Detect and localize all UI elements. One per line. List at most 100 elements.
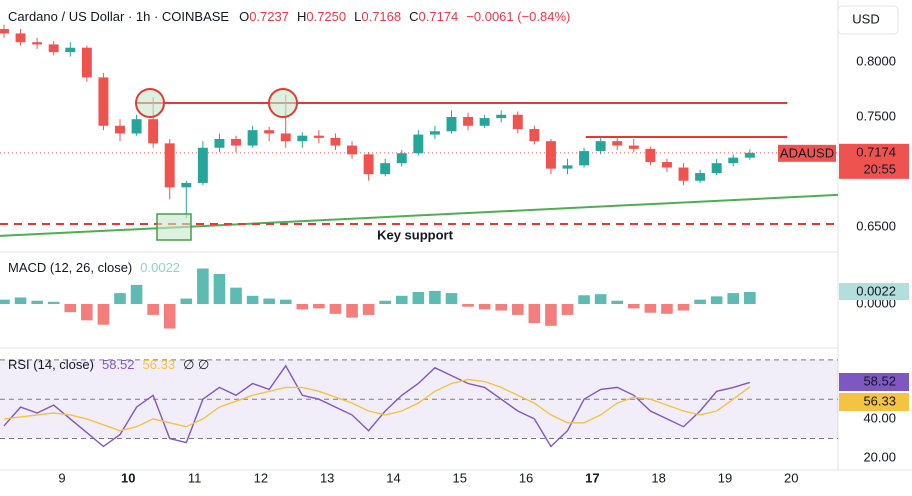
price-label: 0.7174 [856, 144, 896, 159]
x-tick-label: 19 [718, 470, 732, 485]
value-label: 58.52 [863, 373, 896, 388]
x-tick-label: 15 [453, 470, 467, 485]
histogram-bar [395, 295, 408, 304]
highlight-circle [268, 88, 298, 118]
candle-body [264, 130, 275, 134]
symbol: Cardano / US Dollar · 1h · COINBASE [8, 9, 229, 24]
candle-body [280, 133, 291, 142]
candle-body [65, 47, 76, 53]
histogram-bar [744, 292, 756, 304]
histogram-bar [197, 268, 209, 304]
ticker: ADAUSD [780, 145, 834, 160]
histogram-bar [462, 304, 474, 307]
x-tick-label: 17 [585, 470, 599, 485]
candle-body [32, 42, 43, 45]
candle-body [0, 29, 9, 34]
title: RSI (14, close) [8, 357, 94, 372]
histogram-bar [246, 295, 259, 304]
candle-body [728, 157, 739, 164]
current-value: 56.33 [143, 357, 176, 372]
candle-body [413, 134, 424, 154]
candle-body [347, 145, 358, 155]
x-tick-label: 20 [784, 470, 798, 485]
candle-body [197, 147, 208, 183]
histogram-bar [677, 304, 690, 311]
histogram-bar [710, 296, 723, 304]
change: −0.0061 (−0.84%) [466, 9, 570, 24]
histogram-bar [14, 297, 27, 304]
candle-body [81, 47, 92, 78]
histogram-bar [329, 304, 342, 314]
histogram-bar [561, 304, 574, 315]
y-tick-label: 20.00 [863, 450, 896, 465]
histogram-bar [163, 304, 176, 329]
candle-body [330, 137, 341, 146]
ohlc-label: C [409, 9, 418, 24]
currency-button[interactable] [837, 5, 899, 35]
candle-body [115, 125, 125, 134]
rsi-line [3, 364, 751, 448]
histogram-bar [279, 299, 292, 304]
histogram-bar [644, 304, 657, 313]
countdown: 20:55 [863, 161, 896, 176]
ticker-box [778, 144, 836, 162]
x-tick-label: 9 [58, 470, 65, 485]
x-tick-label: 18 [651, 470, 665, 485]
candle-body [98, 77, 109, 126]
ohlc-label: H [297, 9, 306, 24]
candle-body [164, 143, 175, 188]
histogram-bar [429, 290, 441, 304]
candle-body [595, 141, 606, 152]
candle-body [529, 129, 540, 142]
candle-body [313, 135, 324, 138]
ohlc-value: 0.7237 [249, 9, 289, 24]
value-box [839, 393, 909, 411]
histogram-bar [445, 293, 458, 304]
candle-body [512, 114, 523, 130]
histogram-bar [213, 274, 226, 304]
histogram-bar [727, 293, 740, 304]
candle-body [231, 138, 241, 146]
highlight-circle [135, 88, 165, 118]
candle-body [463, 116, 474, 126]
value-label: 0.0022 [856, 283, 896, 298]
ohlc-value: 0.7174 [419, 9, 459, 24]
currency[interactable]: USD [852, 11, 879, 26]
histogram-bar [313, 304, 325, 309]
ohlc-value: 0.7250 [306, 9, 346, 24]
annotation: Key support [377, 227, 454, 242]
candle-body [429, 131, 440, 135]
ohlc-label: O [239, 9, 249, 24]
y-tick-label: 40.00 [863, 410, 896, 425]
candle-body [297, 135, 308, 142]
header: Cardano / US Dollar · 1h · COINBASE O0.72… [8, 9, 570, 24]
candle-body [48, 44, 59, 53]
marks: 0.8000 0.7500 0.6500 Cardano / US Dollar · … [0, 9, 909, 485]
candle-body [446, 116, 457, 132]
value-label: 56.33 [863, 393, 896, 408]
candle-body [695, 173, 706, 181]
candle-body [380, 163, 391, 175]
histogram-bar [296, 304, 309, 310]
x-tick-label: 14 [386, 470, 400, 485]
histogram-bar [412, 292, 425, 304]
y-tick-label: 0.7500 [856, 108, 896, 123]
histogram-bar [31, 300, 43, 304]
histogram-bar [263, 298, 275, 304]
histogram-bar [230, 287, 242, 304]
candle-body [396, 153, 407, 164]
candle-body [628, 145, 639, 149]
price-box [839, 143, 909, 179]
candle-body [214, 138, 225, 148]
candle-body [363, 154, 374, 175]
y-tick-label: 0.8000 [856, 53, 896, 68]
candle-body [131, 119, 142, 134]
candle-body [479, 118, 490, 126]
histogram-bar [628, 304, 640, 309]
candle-body [562, 165, 573, 169]
candle-body [645, 148, 656, 163]
value-box [839, 283, 909, 300]
candle-body [496, 114, 507, 119]
candle-body [181, 182, 192, 188]
